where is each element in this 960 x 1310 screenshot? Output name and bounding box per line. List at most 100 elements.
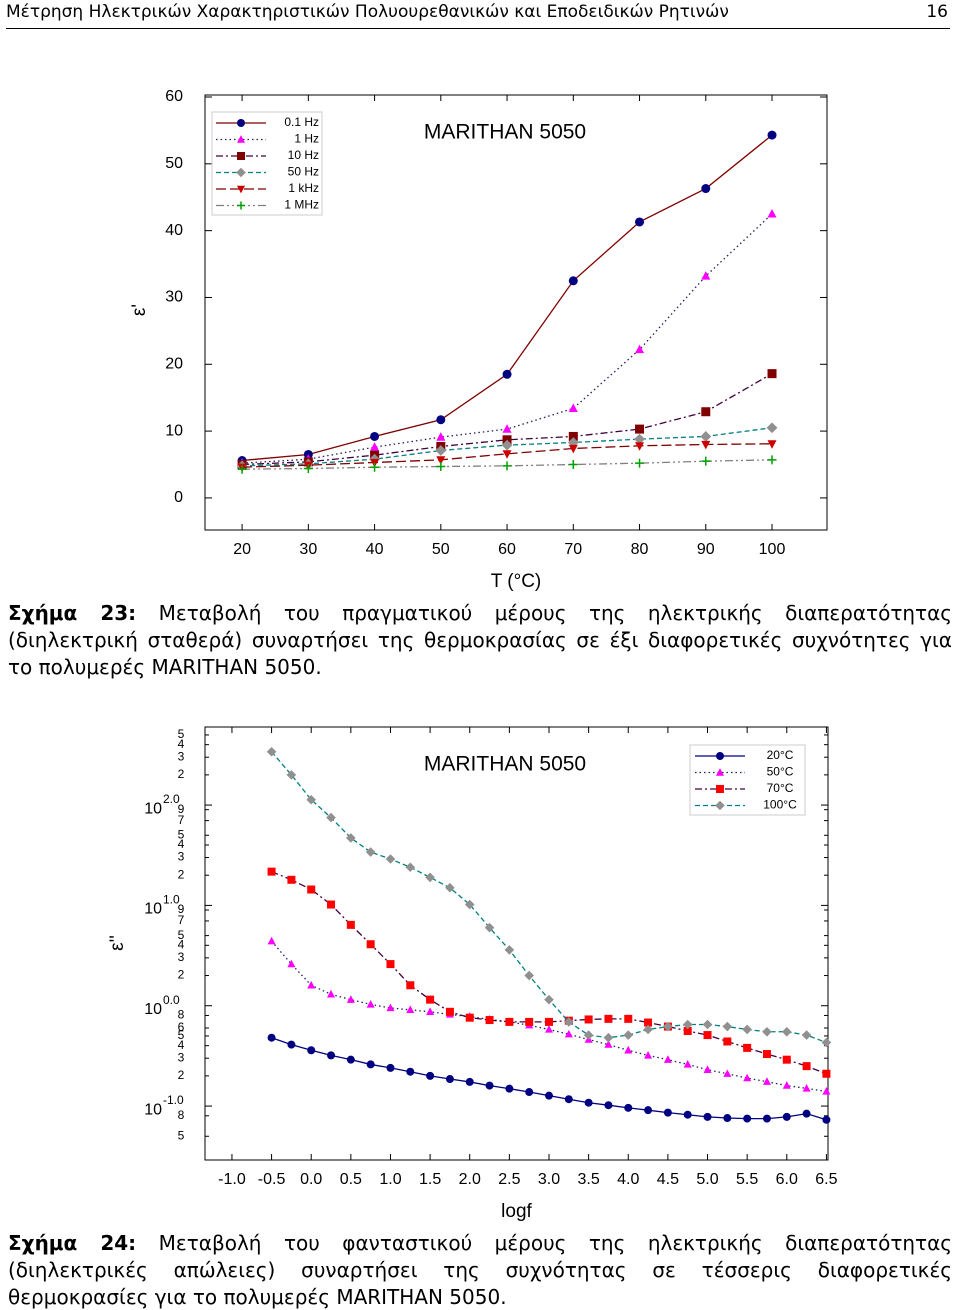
- y-minor-tick-label: 3: [178, 749, 185, 763]
- marker: [623, 1030, 634, 1040]
- marker: [426, 1007, 435, 1016]
- marker: [663, 1055, 672, 1063]
- marker: [564, 1029, 573, 1038]
- marker: [544, 1017, 553, 1026]
- marker: [643, 1024, 653, 1035]
- x-tick-label: 2.0: [459, 1171, 481, 1188]
- y-tick-label: 40: [165, 222, 183, 239]
- marker: [346, 995, 355, 1003]
- marker: [767, 455, 777, 465]
- marker: [635, 424, 645, 434]
- marker: [485, 1081, 494, 1090]
- marker: [802, 1062, 811, 1071]
- legend-label: 1 kHz: [288, 181, 319, 195]
- marker: [237, 135, 245, 143]
- marker: [544, 1091, 553, 1100]
- marker: [584, 1098, 593, 1107]
- marker: [501, 439, 513, 451]
- marker: [743, 1073, 752, 1082]
- marker: [465, 1077, 474, 1086]
- marker: [583, 1030, 594, 1040]
- marker: [743, 1114, 752, 1123]
- marker: [635, 344, 645, 354]
- marker: [603, 1032, 614, 1043]
- series-line: [242, 213, 773, 464]
- y-tick-exponent: 2.0: [163, 792, 180, 806]
- marker: [821, 1037, 832, 1048]
- y-tick-exponent: 0.0: [163, 993, 180, 1007]
- marker: [405, 862, 416, 873]
- x-tick-label: 50: [432, 541, 450, 558]
- x-tick-label: 0.0: [300, 1171, 322, 1188]
- marker: [385, 854, 396, 864]
- y-tick-base: 10: [144, 901, 162, 918]
- marker: [406, 1067, 415, 1076]
- marker: [484, 922, 495, 933]
- marker: [445, 882, 455, 893]
- header: Μέτρηση Ηλεκτρικών Χαρακτηριστικών Πολυο…: [6, 2, 950, 29]
- y-minor-tick-label: 4: [178, 837, 185, 851]
- marker: [683, 1026, 692, 1035]
- marker: [703, 1065, 712, 1073]
- marker: [306, 794, 317, 805]
- page-number: 16: [926, 2, 948, 22]
- marker: [502, 450, 512, 459]
- marker: [683, 1110, 692, 1119]
- marker: [267, 1033, 276, 1042]
- legend-label: 1 Hz: [294, 132, 319, 146]
- x-tick-label: 3.5: [578, 1171, 600, 1188]
- marker: [505, 1084, 514, 1093]
- marker: [445, 1007, 454, 1016]
- marker: [604, 1014, 613, 1023]
- marker: [327, 900, 336, 909]
- x-tick-label: 3.0: [538, 1171, 560, 1188]
- y-tick-label: 60: [165, 88, 183, 105]
- marker: [505, 1017, 514, 1026]
- x-tick-label: 100: [759, 541, 786, 558]
- legend-label: 50°C: [767, 765, 794, 779]
- y-minor-tick-label: 4: [178, 737, 185, 751]
- y-tick-base: 10: [144, 800, 162, 817]
- x-tick-label: 5.0: [696, 1171, 718, 1188]
- marker: [762, 1050, 771, 1059]
- marker: [564, 1017, 574, 1027]
- marker: [762, 1077, 771, 1085]
- marker: [682, 1019, 693, 1030]
- y-minor-tick-label: 2: [178, 767, 185, 781]
- marker: [436, 415, 446, 425]
- y-minor-tick-label: 5: [178, 727, 185, 741]
- marker: [782, 1081, 791, 1089]
- marker: [406, 1005, 415, 1014]
- marker: [406, 981, 415, 990]
- x-tick-label: 4.0: [617, 1171, 639, 1188]
- x-tick-label: 2.5: [498, 1171, 520, 1188]
- y-tick-base: 10: [144, 1101, 162, 1118]
- y-minor-tick-label: 5: [178, 1028, 185, 1042]
- marker: [584, 1015, 593, 1024]
- marker: [286, 770, 297, 780]
- marker: [801, 1030, 812, 1040]
- y-minor-tick-label: 7: [178, 913, 185, 927]
- charts: 20 30 40 50 60 70 80 90 100 0 10 20 30 40 50 60 T (°C) ε'…: [107, 88, 838, 1222]
- marker: [644, 1050, 653, 1059]
- y-minor-tick-label: 2: [178, 968, 185, 982]
- marker: [386, 1003, 395, 1012]
- marker: [464, 899, 475, 910]
- marker: [822, 1087, 831, 1095]
- x-tick-label: 1.0: [379, 1171, 401, 1188]
- marker: [366, 1060, 375, 1069]
- x-tick-label: -0.5: [258, 1171, 286, 1188]
- legend-label: 1 MHz: [284, 198, 319, 212]
- marker: [307, 980, 316, 989]
- marker: [346, 1055, 355, 1064]
- legend-label: 0.1 Hz: [284, 115, 319, 129]
- y-tick-exponent: 1.0: [163, 893, 180, 907]
- marker: [267, 936, 276, 945]
- marker: [624, 1103, 633, 1112]
- marker: [346, 833, 356, 843]
- marker: [663, 1021, 673, 1032]
- marker: [568, 444, 578, 454]
- y-minor-tick-label: 8: [178, 1108, 185, 1122]
- marker: [766, 422, 778, 434]
- marker: [502, 461, 512, 471]
